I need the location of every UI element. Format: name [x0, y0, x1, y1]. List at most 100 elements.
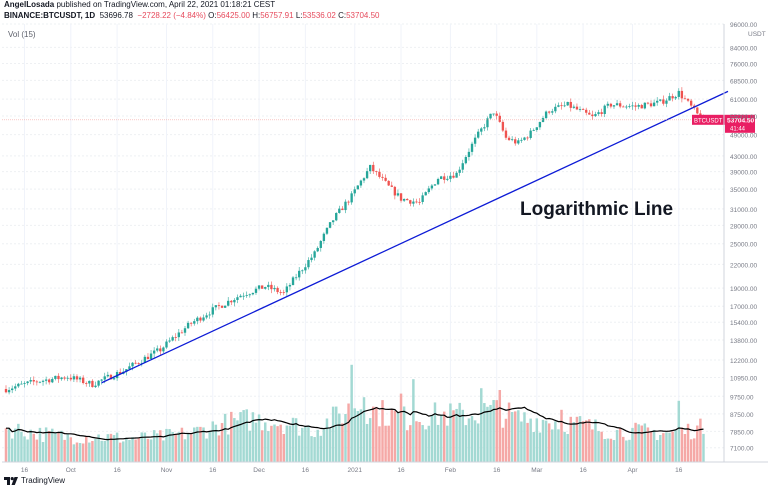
volume-bar: [594, 419, 597, 462]
volume-bar: [217, 435, 221, 462]
volume-bar: [54, 432, 57, 462]
price-axis[interactable]: 96000.00 84000.00 76000.00 68500.00 61000.00…: [723, 22, 766, 462]
volume-bar: [529, 418, 532, 462]
high-label: H:: [252, 11, 261, 20]
volume-bar: [436, 424, 440, 462]
candle-body: [480, 128, 483, 132]
volume-ma-line: [6, 406, 704, 441]
price-tag-value: 53704.50: [727, 117, 754, 124]
volume-bar: [356, 411, 360, 462]
volume-bar: [174, 433, 177, 462]
volume-bar: [560, 409, 563, 462]
candle-body: [248, 294, 251, 296]
candle-body: [282, 292, 285, 294]
volume-bar: [338, 413, 341, 462]
volume-bar: [81, 443, 85, 462]
volume-bar: [220, 423, 224, 462]
volume-bar: [279, 424, 282, 462]
candle-body: [495, 113, 498, 116]
volume-bar: [328, 428, 332, 462]
candle-body: [510, 139, 514, 141]
candle-body: [427, 188, 430, 193]
tradingview-logo-icon: [4, 476, 18, 485]
candle-body: [69, 377, 72, 380]
candle-body: [7, 390, 11, 393]
volume-bar: [359, 409, 363, 462]
tradingview-logo-text: TradingView: [21, 476, 66, 485]
candle-body: [569, 101, 572, 108]
x-tick-label: Nov: [161, 467, 173, 474]
y-tick-label: 68500.00: [730, 78, 757, 85]
volume-bar: [196, 426, 199, 462]
candle-body: [467, 151, 471, 158]
candle-body: [402, 198, 406, 201]
candle-body: [91, 380, 94, 388]
candle-body: [526, 137, 529, 139]
candle-body: [473, 137, 477, 144]
volume-bar: [523, 412, 526, 462]
candle-body: [418, 201, 421, 203]
volume-bar: [97, 434, 100, 462]
volume-bar: [214, 424, 218, 462]
volume-bar: [134, 439, 137, 462]
volume-bar: [480, 388, 483, 462]
volume-bar: [446, 425, 449, 462]
candle-body: [649, 103, 653, 107]
currency-label: USDT: [748, 31, 766, 38]
volume-bar: [501, 427, 505, 462]
candle-body: [242, 295, 245, 297]
candle-body: [686, 98, 690, 101]
volume-bar: [10, 438, 14, 462]
symbol-name[interactable]: BINANCE:BTCUSDT, 1D: [4, 11, 96, 20]
price-change: −2728.22 (−4.84%): [137, 11, 206, 20]
x-tick-label: 16: [493, 467, 501, 474]
volume-bar: [223, 413, 227, 462]
volume-bars: [4, 364, 705, 462]
volume-bar: [557, 429, 560, 462]
volume-bar: [26, 439, 29, 462]
candle-body: [477, 131, 480, 138]
volume-bar: [137, 437, 140, 462]
candle-body: [230, 300, 233, 303]
candle-body: [54, 375, 57, 379]
author-name[interactable]: AngelLosada: [4, 0, 55, 9]
time-axis[interactable]: 16 Oct 16 Nov 16 Dec 16 2021 16 Feb 16 Mar 16 Apr 16: [2, 461, 768, 474]
candle-body: [609, 103, 613, 107]
candle-body: [359, 180, 363, 186]
candle-body: [501, 121, 505, 131]
volume-bar: [78, 443, 82, 462]
candle-body: [455, 172, 458, 178]
volume-bar: [199, 426, 202, 462]
volume-bar: [677, 400, 681, 462]
candle-body: [75, 376, 79, 380]
volume-bar: [702, 433, 705, 462]
candle-body: [29, 380, 32, 382]
candle-body: [325, 227, 329, 234]
candle-body: [634, 105, 637, 107]
close-value: 53704.50: [346, 11, 380, 20]
candle-body: [396, 193, 400, 196]
candle-body: [390, 185, 393, 187]
volume-bar: [631, 427, 634, 462]
volume-bar: [313, 437, 316, 462]
candle-body: [177, 332, 181, 338]
candle-body: [328, 222, 332, 228]
volume-bar: [584, 420, 588, 462]
volume-bar: [131, 437, 134, 462]
volume-bar: [458, 402, 461, 462]
candle-body: [100, 379, 103, 381]
volume-indicator-label[interactable]: Vol (15): [8, 30, 36, 39]
candle-body: [461, 163, 464, 170]
candle-body: [421, 195, 424, 202]
candle-body: [341, 208, 344, 211]
volume-bar: [483, 403, 486, 462]
volume-bar: [341, 423, 344, 462]
candle-body: [35, 381, 39, 383]
candle-body: [446, 178, 449, 180]
y-tick-label: 25000.00: [730, 242, 757, 249]
volume-bar: [671, 431, 674, 462]
tradingview-logo[interactable]: TradingView: [4, 476, 65, 485]
volume-bar: [17, 423, 20, 462]
candle-body: [233, 299, 236, 303]
